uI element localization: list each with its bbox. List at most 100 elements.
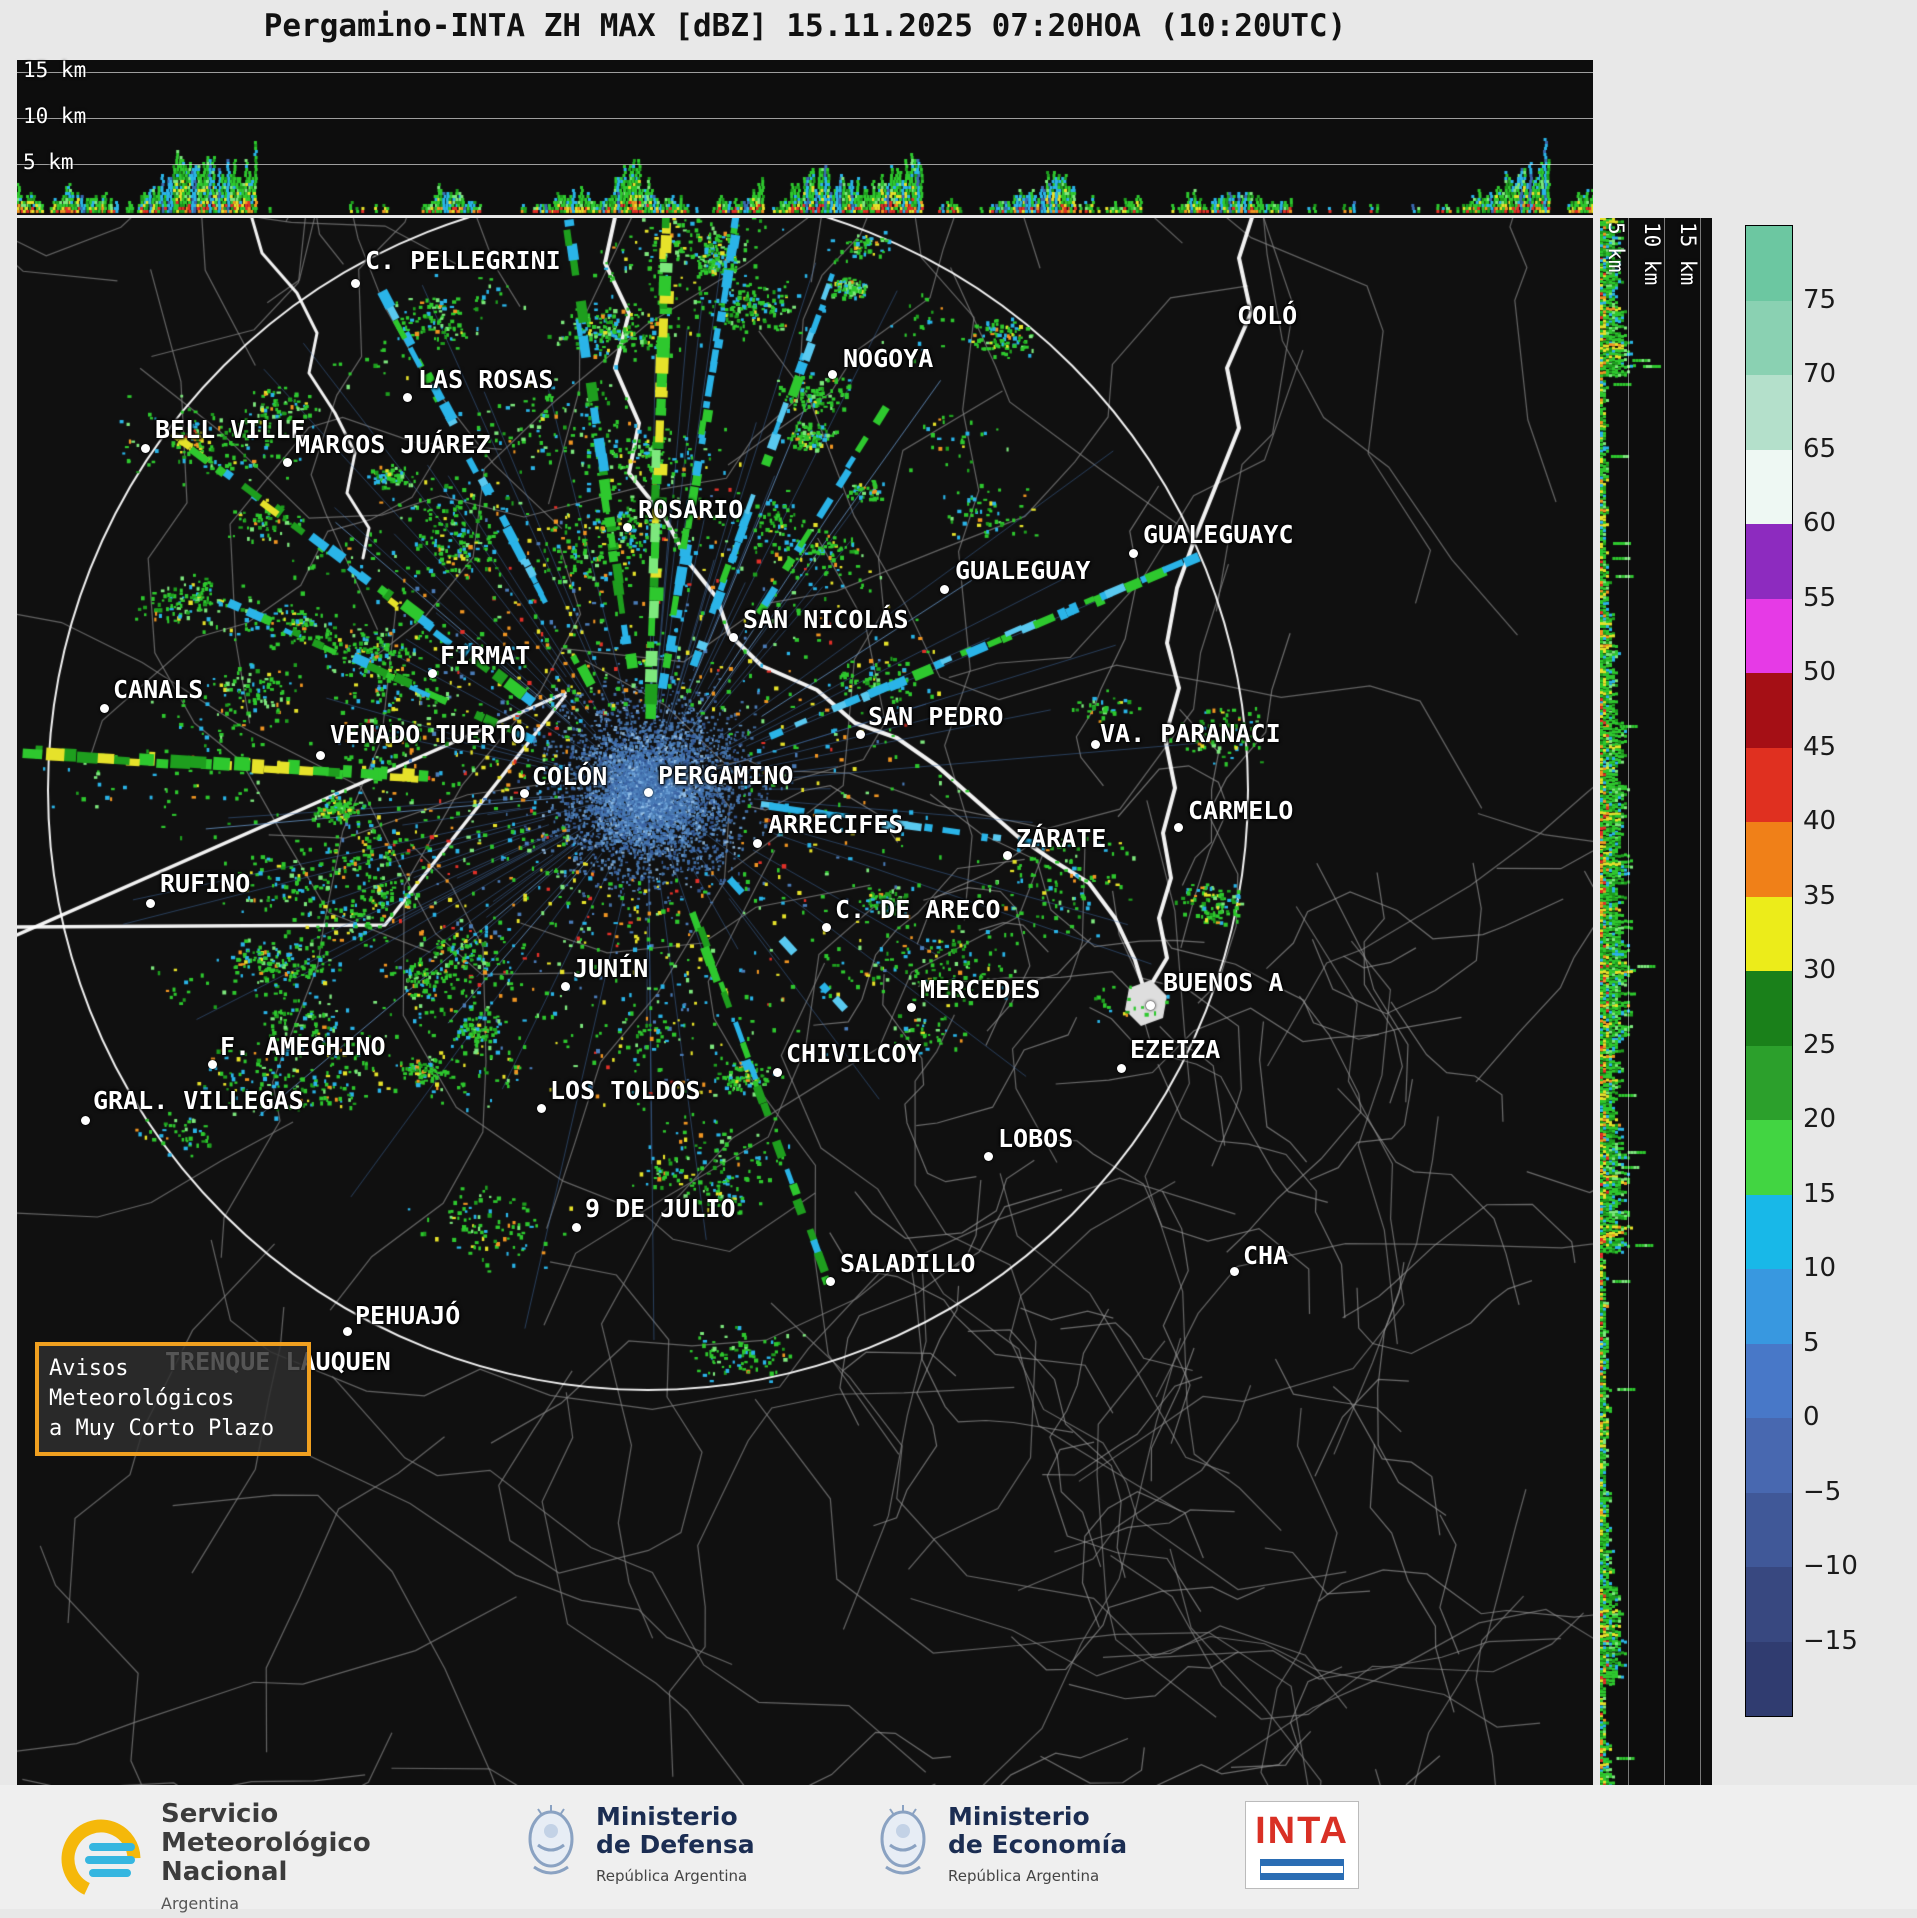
city-label: BUENOS A — [1163, 968, 1284, 997]
city-dot — [537, 1104, 546, 1113]
colorbar-cell — [1746, 1269, 1792, 1344]
city-dot — [1129, 549, 1138, 558]
city-label: SAN NICOLÁS — [743, 605, 909, 634]
city-label: VENADO TUERTO — [330, 720, 526, 749]
smn-line-3: Nacional — [161, 1857, 288, 1887]
city-label: ZÁRATE — [1016, 824, 1107, 853]
city-label: LOBOS — [998, 1124, 1074, 1153]
city-dot — [351, 279, 360, 288]
city-dot — [428, 669, 437, 678]
city-dot — [828, 370, 837, 379]
city-label: JUNÍN — [573, 954, 649, 983]
colorbar-tick: 45 — [1803, 731, 1837, 762]
city-label: LAS ROSAS — [418, 365, 554, 394]
city-dot — [984, 1152, 993, 1161]
city-label: MERCEDES — [920, 975, 1041, 1004]
city-dot — [822, 923, 831, 932]
city-label: CARMELO — [1188, 796, 1294, 825]
altitude-line-10km — [17, 118, 1593, 119]
city-dot — [283, 458, 292, 467]
colorbar-cell — [1746, 1418, 1792, 1493]
reflectivity-colorbar — [1745, 225, 1793, 1717]
city-dot — [826, 1277, 835, 1286]
city-dot — [729, 633, 738, 642]
smn-line-2: Meteorológico — [161, 1828, 371, 1858]
colorbar-cell — [1746, 1120, 1792, 1195]
city-dot — [343, 1327, 352, 1336]
city-dot — [1091, 740, 1100, 749]
colorbar-tick: 75 — [1803, 284, 1837, 315]
economia-line-1: Ministerio — [948, 1802, 1090, 1831]
city-dot — [141, 444, 150, 453]
colorbar-cell — [1746, 598, 1792, 673]
warning-line-2: a Muy Corto Plazo — [49, 1416, 275, 1441]
city-label: PERGAMINO — [658, 761, 794, 790]
city-label: GUALEGUAYC — [1143, 520, 1294, 549]
colorbar-tick: 60 — [1803, 508, 1837, 538]
axis-label-5km: 5 km — [23, 150, 74, 174]
colorbar-cell — [1746, 971, 1792, 1046]
city-dot — [644, 788, 653, 797]
right-cross-section-panel: 5 km 10 km 15 km — [1600, 218, 1712, 1785]
city-label: 9 DE JULIO — [585, 1194, 736, 1223]
city-dot — [1003, 851, 1012, 860]
defensa-line-2: de Defensa — [596, 1830, 755, 1859]
footer: Servicio Meteorológico Nacional Argentin… — [0, 1785, 1917, 1913]
defensa-text: Ministerio de Defensa República Argentin… — [596, 1803, 755, 1890]
colorbar-cell — [1746, 1567, 1792, 1642]
colorbar-cell — [1746, 300, 1792, 375]
smn-logo-block: Servicio Meteorológico Nacional Argentin… — [55, 1800, 371, 1918]
radar-map-panel: C. PELLEGRINI LAS ROSAS BELL VILLE MARCOS J… — [17, 218, 1593, 1785]
city-dot — [208, 1060, 217, 1069]
colorbar-tick: 50 — [1803, 657, 1837, 687]
city-dot — [856, 730, 865, 739]
city-label: ROSARIO — [638, 495, 744, 524]
city-dot — [81, 1116, 90, 1125]
economia-line-2: de Economía — [948, 1830, 1128, 1859]
colorbar-tick: −10 — [1803, 1551, 1858, 1581]
smn-logo-text: Servicio Meteorológico Nacional Argentin… — [161, 1800, 371, 1918]
colorbar-cell — [1746, 896, 1792, 971]
altitude-line-5km — [17, 164, 1593, 165]
inta-logo: INTA — [1245, 1801, 1359, 1889]
city-label: EZEIZA — [1130, 1035, 1221, 1064]
city-label: SALADILLO — [840, 1249, 976, 1278]
city-label: COLÓ — [1237, 301, 1298, 330]
city-dot — [572, 1223, 581, 1232]
city-label: LOS TOLDOS — [550, 1076, 701, 1105]
page-title: Pergamino-INTA ZH MAX [dBZ] 15.11.2025 0… — [263, 8, 1347, 44]
city-dot — [403, 393, 412, 402]
city-label: ARRECIFES — [768, 810, 904, 839]
city-dot — [1146, 1001, 1155, 1010]
colorbar-tick: 30 — [1803, 955, 1837, 985]
colorbar-tick: 65 — [1803, 433, 1837, 464]
altitude-line-15km — [17, 72, 1593, 73]
city-label: F. AMEGHINO — [220, 1032, 386, 1061]
economia-logo-block: Ministerio de Economía República Argenti… — [872, 1803, 1127, 1890]
warning-box: Avisos Meteorológicos a Muy Corto Plazo — [35, 1342, 311, 1456]
colorbar-cell — [1746, 1343, 1792, 1418]
colorbar-cell — [1746, 1641, 1792, 1716]
colorbar-tick: −5 — [1803, 1476, 1842, 1507]
defensa-line-1: Ministerio — [596, 1802, 738, 1831]
city-dot — [100, 704, 109, 713]
colorbar-tick: −15 — [1803, 1625, 1858, 1656]
city-label: C. PELLEGRINI — [365, 246, 561, 275]
city-dot — [561, 982, 570, 991]
city-dot — [1117, 1064, 1126, 1073]
economia-crest-icon — [880, 1804, 926, 1874]
colorbar-cell — [1746, 1194, 1792, 1269]
axis-label-10km-v: 10 km — [1640, 222, 1664, 286]
city-label: VA. PARANACI — [1100, 719, 1281, 748]
colorbar-tick: 0 — [1803, 1402, 1820, 1432]
colorbar-tick: 15 — [1803, 1178, 1837, 1209]
colorbar-tick: 25 — [1803, 1029, 1837, 1060]
colorbar-tick: 10 — [1803, 1253, 1837, 1283]
colorbar-tick: 40 — [1803, 806, 1837, 836]
city-dot — [146, 899, 155, 908]
defensa-crest-icon — [528, 1804, 574, 1874]
city-label: NOGOYA — [843, 344, 934, 373]
city-dot — [773, 1068, 782, 1077]
inta-wordmark: INTA — [1255, 1810, 1349, 1852]
